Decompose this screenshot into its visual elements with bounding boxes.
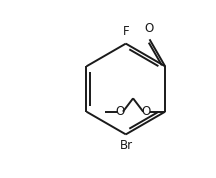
Text: O: O (115, 105, 124, 118)
Text: F: F (122, 25, 129, 38)
Text: Br: Br (120, 139, 133, 152)
Text: O: O (142, 105, 151, 118)
Text: O: O (144, 22, 153, 35)
